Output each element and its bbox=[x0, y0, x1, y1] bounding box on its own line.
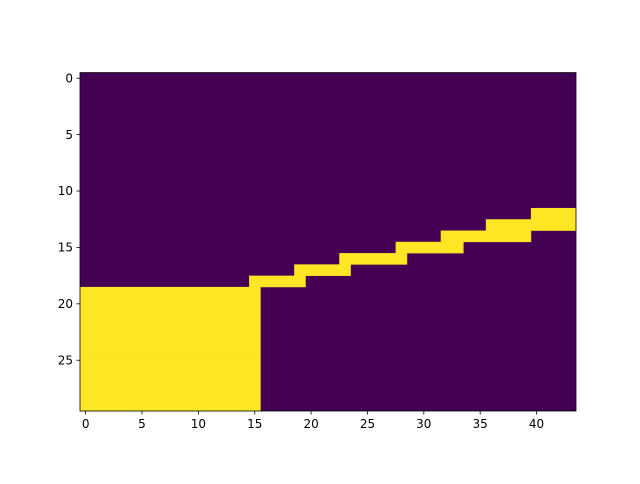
heatmap-cell-run bbox=[339, 253, 408, 265]
x-tick-label: 25 bbox=[360, 417, 375, 431]
x-tick-label: 0 bbox=[82, 417, 90, 431]
x-tick-label: 20 bbox=[303, 417, 318, 431]
x-tick-label: 10 bbox=[191, 417, 206, 431]
x-tick-label: 30 bbox=[416, 417, 431, 431]
y-tick-label: 15 bbox=[58, 241, 73, 255]
y-tick-label: 5 bbox=[65, 128, 73, 142]
y-tick-label: 10 bbox=[58, 184, 73, 198]
y-axis: 0 5 10 15 20 25 bbox=[58, 71, 80, 367]
heatmap-cell-run bbox=[80, 309, 261, 322]
x-tick-label: 35 bbox=[473, 417, 488, 431]
heatmap-cell-run bbox=[80, 332, 261, 344]
heatmap-cell-run bbox=[294, 264, 351, 276]
heatmap-cell-run bbox=[80, 399, 261, 412]
heatmap-cell-run bbox=[80, 354, 261, 367]
heatmap-cell-run bbox=[80, 388, 261, 401]
y-tick-label: 25 bbox=[58, 353, 73, 367]
heatmap-cell-run bbox=[530, 207, 577, 220]
x-tick-label: 40 bbox=[529, 417, 544, 431]
y-tick-label: 20 bbox=[58, 297, 73, 311]
heatmap-cell-run bbox=[80, 286, 261, 299]
heatmap-cell-run bbox=[485, 219, 577, 231]
heatmap-cells bbox=[80, 72, 577, 412]
axes-frame bbox=[79, 72, 577, 412]
heatmap-cell-run bbox=[80, 320, 261, 333]
heatmap-cell-run bbox=[80, 365, 261, 378]
heatmap-cell-run bbox=[80, 377, 261, 389]
x-axis: 0 5 10 15 20 25 30 35 40 bbox=[82, 411, 544, 431]
heatmap-cell-run bbox=[80, 298, 261, 310]
heatmap-cell-run bbox=[249, 275, 306, 288]
heatmap-cell-run bbox=[80, 343, 261, 355]
x-tick-label: 5 bbox=[138, 417, 146, 431]
heatmap-cell-run bbox=[440, 230, 532, 243]
y-tick-label: 0 bbox=[65, 71, 73, 85]
x-tick-label: 15 bbox=[247, 417, 262, 431]
heatmap-cell-run bbox=[395, 241, 464, 254]
